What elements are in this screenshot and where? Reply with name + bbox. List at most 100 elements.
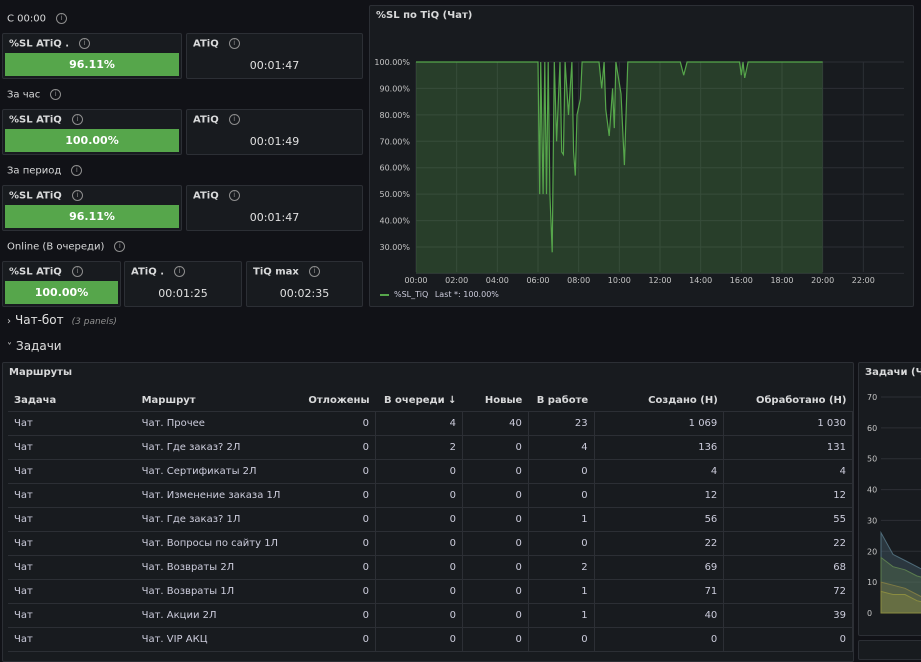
row-tasks[interactable]: ˅ Задачи [7, 339, 62, 353]
column-header[interactable]: В работе [528, 389, 595, 412]
x-tick-label: 00:00 [404, 276, 427, 285]
table-row[interactable]: Чат Чат. Возвраты 1Л 0 0 0 1 71 72 [8, 579, 853, 604]
x-tick-label: 02:00 [445, 276, 468, 285]
since-midnight-label: С 00:00 i [7, 13, 67, 25]
panel-title: %SL ATiQ . [9, 38, 70, 50]
sl-value: 100.00% [5, 281, 118, 304]
table-row[interactable]: Чат Чат. Возвраты 2Л 0 0 0 2 69 68 [8, 555, 853, 580]
x-tick-label: 18:00 [770, 276, 793, 285]
y-tick-label: 20 [867, 547, 877, 556]
column-header[interactable]: Задача [8, 389, 136, 412]
panel-title: ATiQ [193, 190, 219, 202]
table-cell: Чат. Изменение заказа 1Л [135, 483, 301, 508]
panel-title: TiQ max [253, 266, 299, 278]
info-icon[interactable]: i [55, 13, 67, 24]
table-cell: Чат [8, 435, 136, 460]
table-cell: 0 [528, 459, 595, 484]
table-row[interactable]: Чат Чат. Сертификаты 2Л 0 0 0 0 4 4 [8, 459, 853, 484]
table-cell: 71 [594, 579, 725, 604]
y-tick-label: 40.00% [379, 217, 410, 226]
table-row[interactable]: Чат Чат. Где заказ? 1Л 0 0 0 1 56 55 [8, 507, 853, 532]
last-hour-atiq-panel: ATiQ i 00:01:49 [186, 109, 363, 155]
sl-area [416, 62, 823, 274]
column-header[interactable]: Создано (Н) [594, 389, 724, 412]
y-tick-label: 30 [867, 516, 877, 525]
table-cell: 39 [723, 603, 853, 628]
x-tick-label: 08:00 [567, 276, 590, 285]
column-header[interactable]: Обработано (Н) [723, 389, 853, 412]
row-chatbot[interactable]: › Чат-бот (3 panels) [7, 313, 117, 327]
column-header[interactable]: В очереди ↓ [375, 389, 463, 412]
sl-chart-legend[interactable]: %SL_TiQ Last *: 100.00% [380, 290, 499, 299]
table-cell: Чат. Где заказ? 2Л [135, 435, 301, 460]
info-icon[interactable]: i [71, 165, 83, 176]
x-tick-label: 06:00 [526, 276, 549, 285]
y-tick-label: 70 [867, 393, 877, 402]
y-tick-label: 80.00% [379, 111, 410, 120]
table-row[interactable]: Чат Чат. Акции 2Л 0 0 0 1 40 39 [8, 603, 853, 628]
x-tick-label: 16:00 [730, 276, 753, 285]
table-cell: 69 [594, 555, 725, 580]
y-tick-label: 100.00% [374, 58, 410, 67]
y-tick-label: 60.00% [379, 164, 410, 173]
table-cell: Чат [8, 531, 136, 556]
y-tick-label: 10 [867, 578, 877, 587]
panel-title: %SL ATiQ [9, 266, 62, 278]
atiq-value: 00:01:47 [249, 211, 300, 224]
table-cell: 0 [462, 603, 529, 628]
table-cell: 4 [375, 411, 463, 436]
routes-panel: Маршруты Задача Маршрут Отложены В очереди … [2, 362, 854, 662]
table-cell: 55 [723, 507, 853, 532]
table-cell: 0 [375, 603, 463, 628]
table-cell: 0 [375, 459, 463, 484]
table-cell: Чат [8, 579, 136, 604]
table-cell: 1 [528, 579, 595, 604]
table-cell: Чат. Акции 2Л [135, 603, 301, 628]
legend-swatch [380, 293, 389, 296]
column-header[interactable]: Маршрут [135, 389, 301, 412]
info-icon[interactable]: i [71, 114, 83, 125]
info-icon[interactable]: i [114, 241, 126, 252]
table-cell: 0 [528, 531, 595, 556]
info-icon[interactable]: i [71, 266, 83, 277]
table-row[interactable]: Чат Чат. Прочее 0 4 40 23 1 069 1 030 [8, 411, 853, 436]
column-header[interactable]: Новые [462, 389, 529, 412]
info-icon[interactable]: i [79, 38, 91, 49]
period-label: За период i [7, 165, 83, 177]
table-row[interactable]: Чат Чат. Где заказ? 2Л 0 2 0 4 136 131 [8, 435, 853, 460]
table-cell: Чат. Возвраты 1Л [135, 579, 301, 604]
table-cell: 0 [300, 483, 377, 508]
x-tick-label: 14:00 [689, 276, 712, 285]
sl-line-chart[interactable]: 100.00% 90.00% 80.00% 70.00% 60.00% 50.00% 40.… [370, 6, 913, 306]
x-tick-label: 10:00 [608, 276, 631, 285]
table-cell: 40 [594, 603, 725, 628]
info-icon[interactable]: i [228, 114, 240, 125]
since-midnight-sl-panel: %SL ATiQ . i 96.11% [2, 33, 182, 79]
table-cell: 2 [375, 435, 463, 460]
info-icon[interactable]: i [50, 89, 62, 100]
y-tick-label: 0 [867, 609, 872, 618]
table-cell: Чат. Сертификаты 2Л [135, 459, 301, 484]
table-cell: 0 [375, 507, 463, 532]
info-icon[interactable]: i [308, 266, 320, 277]
info-icon[interactable]: i [228, 190, 240, 201]
table-cell: 0 [300, 531, 377, 556]
table-cell: Чат. Где заказ? 1Л [135, 507, 301, 532]
table-row[interactable]: Чат Чат. Изменение заказа 1Л 0 0 0 0 12 12 [8, 483, 853, 508]
tasks-area-chart[interactable]: 70 60 50 40 30 20 10 0 [859, 363, 921, 633]
info-icon[interactable]: i [228, 38, 240, 49]
period-sl-panel: %SL ATiQ i 96.11% [2, 185, 182, 231]
task-series-area [880, 556, 921, 614]
table-row[interactable]: Чат Чат. Вопросы по сайту 1Л 0 0 0 0 22 22 [8, 531, 853, 556]
x-tick-label: 22:00 [852, 276, 875, 285]
column-header[interactable]: Отложены [300, 389, 376, 412]
tasks-panel: Задачи (Чат 70 60 50 40 30 20 10 0 [858, 362, 921, 636]
info-icon[interactable]: i [71, 190, 83, 201]
legend-series-name: %SL_TiQ [394, 290, 429, 299]
table-cell: 4 [528, 435, 595, 460]
table-cell: 0 [462, 507, 529, 532]
table-cell: 0 [375, 579, 463, 604]
info-icon[interactable]: i [174, 266, 185, 277]
y-tick-label: 50.00% [379, 190, 410, 199]
x-tick-label: 12:00 [648, 276, 671, 285]
